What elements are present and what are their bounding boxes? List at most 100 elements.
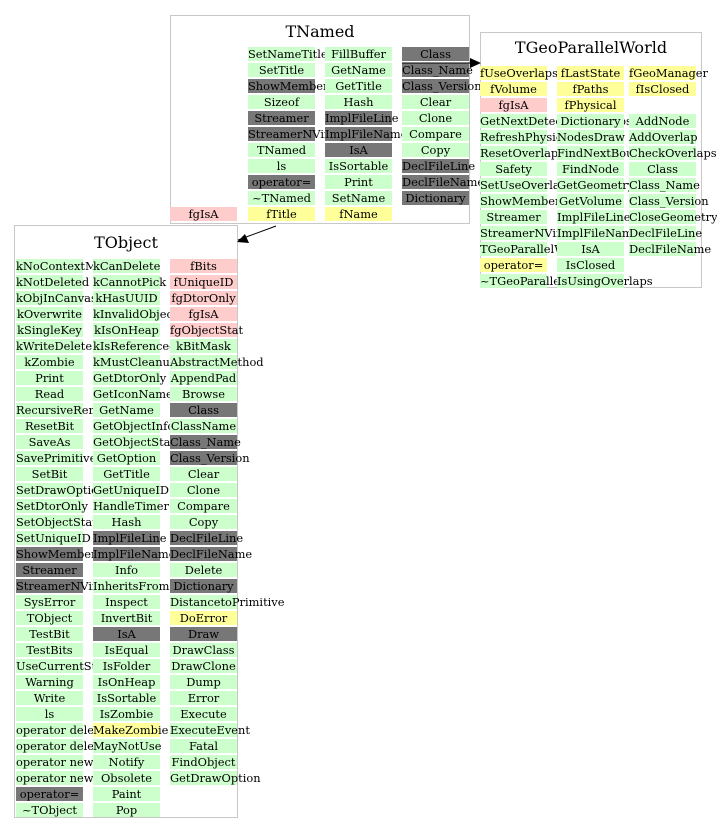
- member-tnamed: ~TNamed: [248, 191, 315, 205]
- member-execute: Execute: [170, 707, 237, 721]
- member-gettitle: GetTitle: [325, 79, 392, 93]
- member-dictionary: Dictionary: [170, 579, 237, 593]
- member-class-name: Class_Name: [402, 63, 473, 77]
- member-saveprimitive: SavePrimitive: [16, 451, 97, 465]
- member-getuniqueid: GetUniqueID: [93, 483, 169, 497]
- member-notify: Notify: [93, 755, 160, 769]
- member-addnode: AddNode: [629, 114, 696, 128]
- member-setname: SetName: [325, 191, 392, 205]
- member-kisonheap: kIsOnHeap: [93, 323, 160, 337]
- member-getgeometry: GetGeometry: [557, 178, 635, 192]
- member-ftitle: fTitle: [248, 207, 315, 221]
- member-fatal: Fatal: [170, 739, 237, 753]
- member-funiqueid: fUniqueID: [170, 275, 237, 289]
- member-executeevent: ExecuteEvent: [170, 723, 250, 737]
- member-gettitle: GetTitle: [93, 467, 160, 481]
- member-kisreferenced: kIsReferenced: [93, 339, 177, 353]
- member-delete: Delete: [170, 563, 237, 577]
- member-fisclosed: fIsClosed: [629, 82, 696, 96]
- member-print: Print: [325, 175, 392, 189]
- member-fgdtoronly: fgDtorOnly: [170, 291, 237, 305]
- member-operator-new: operator new[]: [16, 771, 103, 785]
- member-findnode: FindNode: [557, 162, 624, 176]
- member-operator: operator=: [480, 258, 547, 272]
- member-implfileline: ImplFileLine: [325, 111, 399, 125]
- member-class-version: Class_Version: [629, 194, 709, 208]
- member-implfilename: ImplFileName: [557, 226, 640, 240]
- member-fpaths: fPaths: [557, 82, 624, 96]
- member-resetbit: ResetBit: [16, 419, 83, 433]
- member-addoverlap: AddOverlap: [629, 130, 698, 144]
- member-hash: Hash: [325, 95, 392, 109]
- member-appendpad: AppendPad: [170, 371, 237, 385]
- member-print: Print: [16, 371, 83, 385]
- member-error: Error: [170, 691, 237, 705]
- member-copy: Copy: [402, 143, 469, 157]
- member-fgeomanager: fGeoManager: [629, 66, 708, 80]
- member-findobject: FindObject: [170, 755, 237, 769]
- member-kinvalidobject: kInvalidObject: [93, 307, 178, 321]
- member-checkoverlaps: CheckOverlaps: [629, 146, 717, 160]
- member-kwritedelete: kWriteDelete: [16, 339, 93, 353]
- member-fgisa: fgIsA: [170, 207, 237, 221]
- member-streamer: Streamer: [248, 111, 315, 125]
- member-declfilename: DeclFileName: [170, 547, 253, 561]
- member-fuseoverlaps: fUseOverlaps: [480, 66, 558, 80]
- tgeo-to-tnamed-arrowhead: [470, 58, 481, 68]
- member-syserror: SysError: [16, 595, 83, 609]
- member-operator-new: operator new: [16, 755, 94, 769]
- member-getname: GetName: [325, 63, 392, 77]
- member-class-name: Class_Name: [629, 178, 700, 192]
- member-class-version: Class_Version: [170, 451, 250, 465]
- member-getoption: GetOption: [93, 451, 160, 465]
- member-declfileline: DeclFileLine: [629, 226, 703, 240]
- member-testbit: TestBit: [16, 627, 83, 641]
- member-class: Class: [170, 403, 237, 417]
- member-kbitmask: kBitMask: [170, 339, 237, 353]
- member-compare: Compare: [170, 499, 237, 513]
- class-title-tnamed: TNamed: [285, 22, 355, 41]
- member-classname: ClassName: [170, 419, 237, 433]
- member-fbits: fBits: [170, 259, 237, 273]
- member-write: Write: [16, 691, 83, 705]
- member-copy: Copy: [170, 515, 237, 529]
- member-flaststate: fLastState: [557, 66, 624, 80]
- class-title-tobject: TObject: [94, 233, 158, 252]
- member-safety: Safety: [480, 162, 547, 176]
- member-setdtoronly: SetDtorOnly: [16, 499, 88, 513]
- member-pop: Pop: [93, 803, 160, 817]
- member-fphysical: fPhysical: [557, 98, 624, 112]
- member-operator: operator=: [16, 787, 83, 801]
- member-fgisa: fgIsA: [170, 307, 237, 321]
- member-streamer: Streamer: [16, 563, 83, 577]
- member-streamer: Streamer: [480, 210, 547, 224]
- member-tnamed: TNamed: [248, 143, 315, 157]
- member-settitle: SetTitle: [248, 63, 315, 77]
- member-fgobjectstat: fgObjectStat: [170, 323, 244, 337]
- member-declfileline: DeclFileLine: [402, 159, 476, 173]
- member-class-name: Class_Name: [170, 435, 241, 449]
- member-kobjincanvas: kObjInCanvas: [16, 291, 97, 305]
- member-maynotuse: MayNotUse: [93, 739, 162, 753]
- member-fillbuffer: FillBuffer: [325, 47, 392, 61]
- member-isa: IsA: [557, 242, 624, 256]
- member-implfilename: ImplFileName: [325, 127, 408, 141]
- member-class: Class: [402, 47, 469, 61]
- member-getobjectstat: GetObjectStat: [93, 435, 176, 449]
- member-geticonname: GetIconName: [93, 387, 173, 401]
- member-clear: Clear: [402, 95, 469, 109]
- member-sizeof: Sizeof: [248, 95, 315, 109]
- member-isfolder: IsFolder: [93, 659, 160, 673]
- member-browse: Browse: [170, 387, 237, 401]
- member-implfileline: ImplFileLine: [93, 531, 167, 545]
- member-dump: Dump: [170, 675, 237, 689]
- member-isa: IsA: [93, 627, 160, 641]
- member-issortable: IsSortable: [325, 159, 392, 173]
- member-tobject: ~TObject: [16, 803, 83, 817]
- member-getvolume: GetVolume: [557, 194, 624, 208]
- member-declfilename: DeclFileName: [629, 242, 712, 256]
- member-warning: Warning: [16, 675, 83, 689]
- member-ls: ls: [248, 159, 315, 173]
- member-testbits: TestBits: [16, 643, 83, 657]
- member-dictionary: Dictionary: [557, 114, 624, 128]
